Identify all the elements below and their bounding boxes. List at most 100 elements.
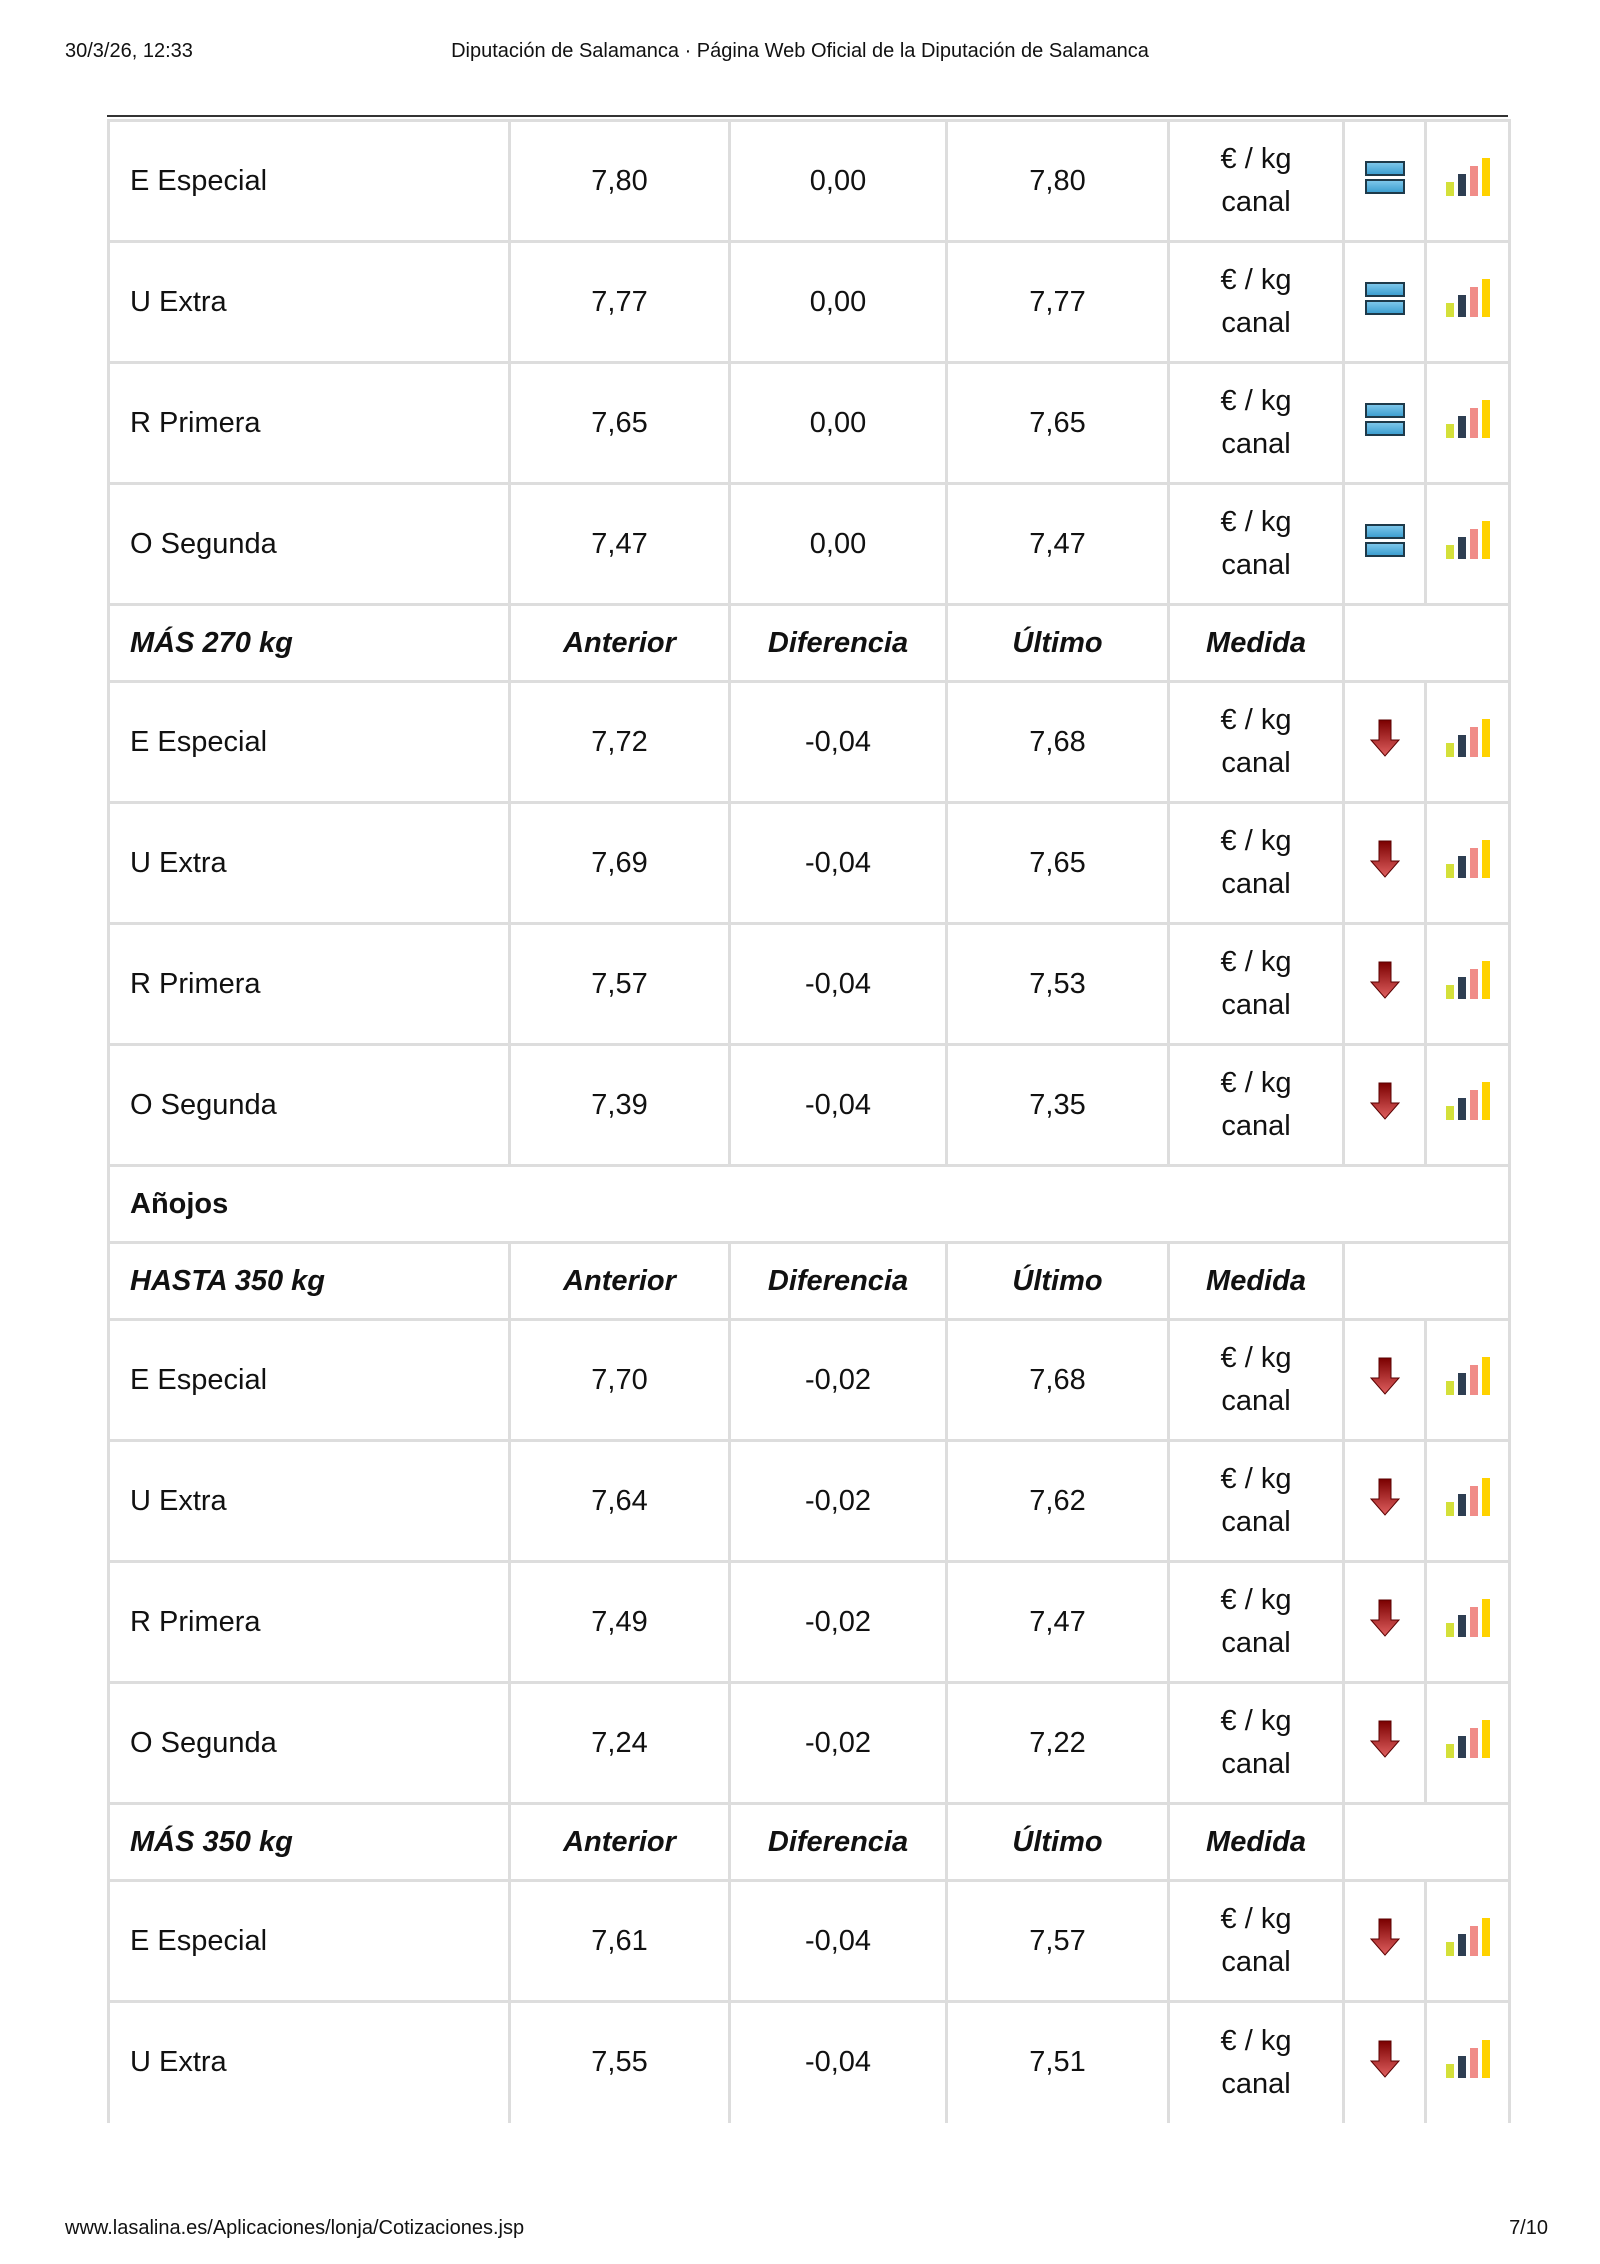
anterior-value: 7,69 bbox=[508, 801, 731, 925]
bar-chart-icon[interactable] bbox=[1445, 840, 1490, 878]
trend-cell bbox=[1342, 119, 1427, 243]
category-name: U Extra bbox=[107, 240, 511, 364]
table-row: E Especial 7,61 -0,04 7,57 € / kg canal bbox=[107, 1879, 1511, 2003]
trend-cell bbox=[1342, 1043, 1427, 1167]
medida-line: € / kg bbox=[1220, 1067, 1292, 1099]
table-row: U Extra 7,69 -0,04 7,65 € / kg canal bbox=[107, 801, 1511, 925]
trend-cell bbox=[1342, 240, 1427, 364]
header-empty bbox=[1342, 603, 1511, 683]
header-medida: Medida bbox=[1167, 1241, 1345, 1321]
anterior-value: 7,65 bbox=[508, 361, 731, 485]
header-empty bbox=[1342, 1241, 1511, 1321]
ultimo-value: 7,53 bbox=[945, 922, 1170, 1046]
chart-link-cell[interactable] bbox=[1424, 680, 1511, 804]
medida-line: canal bbox=[1221, 428, 1291, 460]
diferencia-value: -0,04 bbox=[728, 922, 948, 1046]
section-title: Añojos bbox=[107, 1164, 1511, 1244]
table-row: R Primera 7,49 -0,02 7,47 € / kg canal bbox=[107, 1560, 1511, 1684]
chart-link-cell[interactable] bbox=[1424, 2000, 1511, 2123]
medida-line: € / kg bbox=[1220, 825, 1292, 857]
chart-link-cell[interactable] bbox=[1424, 1439, 1511, 1563]
medida-line: € / kg bbox=[1220, 385, 1292, 417]
header-ultimo: Último bbox=[945, 1802, 1170, 1882]
medida-cell: € / kg canal bbox=[1167, 482, 1345, 606]
bar-chart-icon[interactable] bbox=[1445, 400, 1490, 438]
medida-line: € / kg bbox=[1220, 1705, 1292, 1737]
chart-link-cell[interactable] bbox=[1424, 361, 1511, 485]
header-diferencia: Diferencia bbox=[728, 1241, 948, 1321]
chart-link-cell[interactable] bbox=[1424, 240, 1511, 364]
anterior-value: 7,70 bbox=[508, 1318, 731, 1442]
bar-chart-icon[interactable] bbox=[1445, 279, 1490, 317]
diferencia-value: -0,04 bbox=[728, 1879, 948, 2003]
category-name: O Segunda bbox=[107, 1043, 511, 1167]
arrow-down-icon bbox=[1369, 840, 1400, 886]
bar-chart-icon[interactable] bbox=[1445, 961, 1490, 999]
bar-chart-icon[interactable] bbox=[1445, 2039, 1490, 2078]
diferencia-value: -0,04 bbox=[728, 2000, 948, 2123]
header-ultimo: Último bbox=[945, 1241, 1170, 1321]
arrow-down-icon bbox=[1369, 1918, 1400, 1964]
table-row: R Primera 7,65 0,00 7,65 € / kg canal bbox=[107, 361, 1511, 485]
table-row: O Segunda 7,24 -0,02 7,22 € / kg canal bbox=[107, 1681, 1511, 1805]
medida-cell: € / kg canal bbox=[1167, 1318, 1345, 1442]
chart-link-cell[interactable] bbox=[1424, 119, 1511, 243]
bar-chart-icon[interactable] bbox=[1445, 1599, 1490, 1637]
ultimo-value: 7,65 bbox=[945, 801, 1170, 925]
trend-cell bbox=[1342, 801, 1427, 925]
table-row: U Extra 7,55 -0,04 7,51 € / kg canal bbox=[107, 2000, 1511, 2123]
ultimo-value: 7,51 bbox=[945, 2000, 1170, 2123]
ultimo-value: 7,47 bbox=[945, 482, 1170, 606]
bar-chart-icon[interactable] bbox=[1445, 719, 1490, 757]
chart-link-cell[interactable] bbox=[1424, 922, 1511, 1046]
header-anterior: Anterior bbox=[508, 603, 731, 683]
header-empty bbox=[1342, 1802, 1511, 1882]
bar-chart-icon[interactable] bbox=[1445, 1478, 1490, 1516]
medida-line: € / kg bbox=[1220, 1463, 1292, 1495]
trend-cell bbox=[1342, 680, 1427, 804]
column-header-row: MÁS 270 kg Anterior Diferencia Último Medida bbox=[107, 603, 1511, 683]
chart-link-cell[interactable] bbox=[1424, 801, 1511, 925]
anterior-value: 7,77 bbox=[508, 240, 731, 364]
diferencia-value: 0,00 bbox=[728, 482, 948, 606]
chart-link-cell[interactable] bbox=[1424, 1879, 1511, 2003]
medida-line: canal bbox=[1221, 186, 1291, 218]
chart-link-cell[interactable] bbox=[1424, 482, 1511, 606]
column-header-row: HASTA 350 kg Anterior Diferencia Último Medi… bbox=[107, 1241, 1511, 1321]
table-row: O Segunda 7,47 0,00 7,47 € / kg canal bbox=[107, 482, 1511, 606]
category-name: E Especial bbox=[107, 1318, 511, 1442]
bar-chart-icon[interactable] bbox=[1445, 1082, 1490, 1120]
chart-link-cell[interactable] bbox=[1424, 1318, 1511, 1442]
category-name: E Especial bbox=[107, 680, 511, 804]
category-name: R Primera bbox=[107, 1560, 511, 1684]
bar-chart-icon[interactable] bbox=[1445, 158, 1490, 196]
bar-chart-icon[interactable] bbox=[1445, 1918, 1490, 1956]
ultimo-value: 7,80 bbox=[945, 119, 1170, 243]
medida-line: € / kg bbox=[1220, 1903, 1292, 1935]
ultimo-value: 7,57 bbox=[945, 1879, 1170, 2003]
table-row: R Primera 7,57 -0,04 7,53 € / kg canal bbox=[107, 922, 1511, 1046]
trend-cell bbox=[1342, 1318, 1427, 1442]
section-row: Añojos bbox=[107, 1164, 1511, 1244]
trend-cell bbox=[1342, 1681, 1427, 1805]
header-weight: MÁS 270 kg bbox=[107, 603, 511, 683]
trend-cell bbox=[1342, 1439, 1427, 1563]
anterior-value: 7,49 bbox=[508, 1560, 731, 1684]
header-weight: MÁS 350 kg bbox=[107, 1802, 511, 1882]
chart-link-cell[interactable] bbox=[1424, 1681, 1511, 1805]
chart-link-cell[interactable] bbox=[1424, 1043, 1511, 1167]
trend-cell bbox=[1342, 922, 1427, 1046]
medida-cell: € / kg canal bbox=[1167, 922, 1345, 1046]
medida-cell: € / kg canal bbox=[1167, 119, 1345, 243]
chart-link-cell[interactable] bbox=[1424, 1560, 1511, 1684]
bar-chart-icon[interactable] bbox=[1445, 521, 1490, 559]
category-name: E Especial bbox=[107, 1879, 511, 2003]
bar-chart-icon[interactable] bbox=[1445, 1357, 1490, 1395]
header-diferencia: Diferencia bbox=[728, 603, 948, 683]
medida-line: canal bbox=[1221, 1946, 1291, 1978]
anterior-value: 7,64 bbox=[508, 1439, 731, 1563]
anterior-value: 7,24 bbox=[508, 1681, 731, 1805]
bar-chart-icon[interactable] bbox=[1445, 1720, 1490, 1758]
page-url: www.lasalina.es/Aplicaciones/lonja/Cotiz… bbox=[65, 2217, 525, 2239]
anterior-value: 7,61 bbox=[508, 1879, 731, 2003]
